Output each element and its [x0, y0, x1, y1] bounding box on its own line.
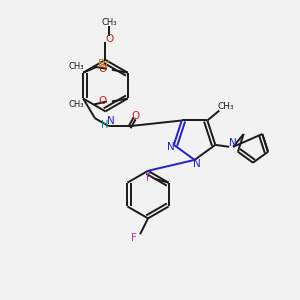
Text: F: F	[131, 233, 137, 243]
Text: N: N	[107, 116, 115, 126]
Text: Br: Br	[98, 59, 110, 69]
Text: O: O	[105, 34, 113, 44]
Text: O: O	[131, 111, 140, 121]
Text: N: N	[167, 142, 175, 152]
Text: CH₃: CH₃	[69, 100, 84, 109]
Text: F: F	[146, 173, 152, 183]
Text: H: H	[101, 120, 109, 130]
Text: CH₃: CH₃	[69, 62, 84, 71]
Text: CH₃: CH₃	[102, 18, 117, 27]
Text: N: N	[229, 138, 237, 148]
Text: CH₃: CH₃	[218, 102, 235, 111]
Text: O: O	[99, 64, 107, 74]
Text: O: O	[99, 97, 107, 106]
Text: N: N	[193, 159, 200, 169]
